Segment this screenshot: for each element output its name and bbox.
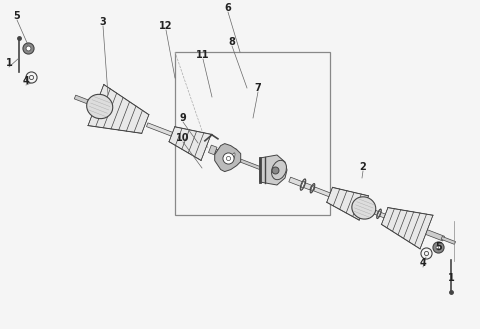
Polygon shape bbox=[169, 127, 211, 161]
Text: 10: 10 bbox=[176, 133, 190, 143]
Polygon shape bbox=[215, 143, 240, 172]
Text: 1: 1 bbox=[448, 273, 455, 283]
Polygon shape bbox=[88, 85, 149, 133]
Ellipse shape bbox=[300, 179, 306, 190]
Ellipse shape bbox=[228, 149, 237, 166]
Polygon shape bbox=[327, 187, 369, 220]
Bar bbox=[175, 52, 330, 215]
Text: 1: 1 bbox=[6, 58, 12, 68]
Text: 8: 8 bbox=[228, 37, 235, 47]
Polygon shape bbox=[208, 145, 217, 155]
Ellipse shape bbox=[352, 197, 376, 219]
Polygon shape bbox=[367, 208, 395, 221]
Text: 11: 11 bbox=[196, 50, 210, 60]
Ellipse shape bbox=[301, 181, 305, 188]
Polygon shape bbox=[289, 177, 312, 190]
Text: 5: 5 bbox=[436, 242, 443, 252]
Text: 4: 4 bbox=[23, 76, 29, 86]
Text: 5: 5 bbox=[13, 11, 20, 21]
Polygon shape bbox=[441, 237, 456, 244]
Polygon shape bbox=[314, 187, 342, 201]
Text: 2: 2 bbox=[360, 162, 366, 172]
Polygon shape bbox=[260, 155, 287, 185]
Ellipse shape bbox=[377, 209, 381, 218]
Polygon shape bbox=[424, 229, 444, 241]
Text: 3: 3 bbox=[100, 17, 107, 27]
Ellipse shape bbox=[311, 186, 314, 191]
Polygon shape bbox=[89, 100, 101, 109]
Ellipse shape bbox=[378, 211, 380, 216]
Text: 9: 9 bbox=[180, 113, 186, 123]
Text: 6: 6 bbox=[225, 3, 231, 13]
Ellipse shape bbox=[272, 160, 287, 180]
Ellipse shape bbox=[87, 94, 113, 119]
Polygon shape bbox=[382, 208, 433, 249]
Polygon shape bbox=[74, 95, 91, 105]
Text: 4: 4 bbox=[420, 258, 426, 268]
Text: 7: 7 bbox=[254, 83, 262, 93]
Ellipse shape bbox=[230, 153, 235, 162]
Text: 12: 12 bbox=[159, 21, 173, 31]
Polygon shape bbox=[146, 123, 190, 143]
Polygon shape bbox=[215, 149, 226, 157]
Ellipse shape bbox=[310, 184, 315, 193]
Polygon shape bbox=[223, 153, 285, 179]
